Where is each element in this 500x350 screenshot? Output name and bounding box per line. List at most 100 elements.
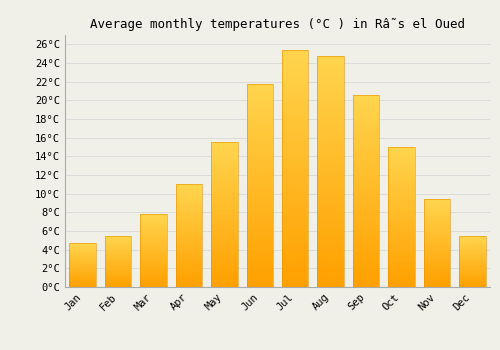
Bar bbox=[140, 277, 167, 278]
Bar bbox=[211, 154, 238, 157]
Bar bbox=[176, 188, 202, 190]
Bar bbox=[211, 191, 238, 194]
Bar bbox=[459, 270, 485, 271]
Bar bbox=[70, 249, 96, 250]
Bar bbox=[140, 214, 167, 216]
Bar bbox=[424, 250, 450, 252]
Bar bbox=[211, 258, 238, 261]
Bar bbox=[105, 282, 132, 283]
Bar bbox=[459, 286, 485, 287]
Bar bbox=[318, 241, 344, 245]
Bar bbox=[388, 239, 414, 242]
Bar bbox=[211, 142, 238, 145]
Bar bbox=[176, 266, 202, 268]
Bar bbox=[318, 264, 344, 268]
Bar bbox=[105, 252, 132, 253]
Bar bbox=[105, 261, 132, 262]
Bar bbox=[176, 184, 202, 187]
Bar bbox=[282, 254, 308, 259]
Bar bbox=[424, 282, 450, 284]
Bar bbox=[353, 275, 380, 279]
Bar bbox=[176, 248, 202, 250]
Bar bbox=[388, 192, 414, 195]
Bar bbox=[282, 216, 308, 220]
Bar bbox=[424, 218, 450, 220]
Bar bbox=[211, 241, 238, 244]
Bar bbox=[70, 285, 96, 286]
Bar bbox=[282, 278, 308, 282]
Bar bbox=[318, 79, 344, 83]
Bar bbox=[388, 245, 414, 248]
Bar bbox=[246, 254, 273, 259]
Bar bbox=[388, 209, 414, 211]
Bar bbox=[211, 246, 238, 250]
Bar bbox=[105, 284, 132, 285]
Bar bbox=[459, 285, 485, 286]
Bar bbox=[388, 234, 414, 237]
Bar bbox=[282, 282, 308, 287]
Bar bbox=[459, 242, 485, 243]
Bar bbox=[353, 241, 380, 245]
Bar bbox=[105, 250, 132, 251]
Bar bbox=[318, 185, 344, 190]
Bar bbox=[353, 126, 380, 130]
Bar bbox=[282, 102, 308, 107]
Bar bbox=[318, 139, 344, 144]
Bar bbox=[211, 209, 238, 212]
Bar bbox=[353, 248, 380, 252]
Bar bbox=[211, 163, 238, 166]
Bar bbox=[176, 197, 202, 199]
Bar bbox=[282, 121, 308, 126]
Bar bbox=[246, 165, 273, 169]
Bar bbox=[424, 247, 450, 248]
Bar bbox=[424, 262, 450, 264]
Bar bbox=[318, 102, 344, 106]
Bar bbox=[282, 183, 308, 188]
Bar bbox=[211, 223, 238, 226]
Bar bbox=[211, 189, 238, 191]
Bar bbox=[105, 264, 132, 265]
Bar bbox=[424, 220, 450, 222]
Bar bbox=[388, 155, 414, 158]
Bar bbox=[211, 203, 238, 206]
Bar bbox=[176, 190, 202, 192]
Bar bbox=[353, 148, 380, 152]
Bar bbox=[424, 278, 450, 280]
Bar bbox=[70, 272, 96, 273]
Bar bbox=[353, 106, 380, 110]
Bar bbox=[282, 78, 308, 83]
Bar bbox=[388, 197, 414, 200]
Bar bbox=[388, 169, 414, 172]
Bar bbox=[318, 111, 344, 116]
Bar bbox=[388, 281, 414, 284]
Bar bbox=[246, 275, 273, 279]
Bar bbox=[176, 240, 202, 242]
Bar bbox=[105, 275, 132, 276]
Bar bbox=[211, 206, 238, 209]
Bar bbox=[140, 255, 167, 257]
Bar bbox=[211, 244, 238, 246]
Bar bbox=[424, 243, 450, 245]
Bar bbox=[353, 268, 380, 272]
Bar bbox=[424, 203, 450, 204]
Bar bbox=[70, 254, 96, 256]
Bar bbox=[70, 273, 96, 274]
Bar bbox=[424, 271, 450, 273]
Bar bbox=[424, 270, 450, 271]
Bar bbox=[211, 232, 238, 235]
Bar bbox=[176, 199, 202, 201]
Bar bbox=[70, 275, 96, 276]
Bar bbox=[176, 195, 202, 197]
Bar bbox=[70, 244, 96, 245]
Bar bbox=[70, 270, 96, 271]
Bar bbox=[388, 267, 414, 270]
Bar bbox=[140, 265, 167, 267]
Bar bbox=[318, 171, 344, 176]
Bar bbox=[424, 264, 450, 266]
Bar bbox=[140, 223, 167, 224]
Bar bbox=[388, 284, 414, 287]
Bar bbox=[105, 238, 132, 239]
Bar bbox=[105, 254, 132, 255]
Bar bbox=[353, 218, 380, 222]
Bar bbox=[353, 256, 380, 260]
